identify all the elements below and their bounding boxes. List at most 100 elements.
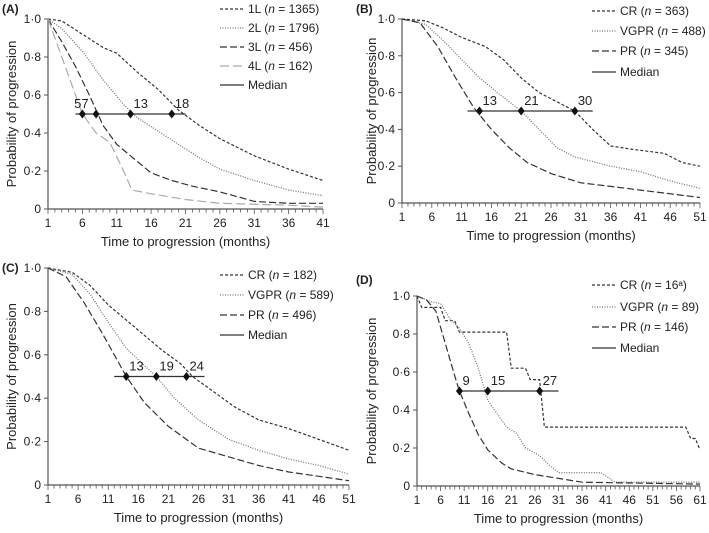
x-tick-label: 6 bbox=[79, 216, 86, 230]
legend-series-name: CR ( bbox=[620, 278, 645, 292]
median-value-label: 30 bbox=[578, 93, 592, 108]
legend-series-name: CR ( bbox=[248, 268, 273, 282]
y-tick-label: 0·2 bbox=[393, 441, 411, 455]
series-line-pr bbox=[416, 295, 701, 485]
x-tick-label: 46 bbox=[312, 492, 326, 506]
legend-n-symbol: n bbox=[272, 308, 279, 322]
x-tick-label: 21 bbox=[162, 492, 176, 506]
legend-item-median: Median bbox=[248, 328, 287, 342]
x-tick-label: 1 bbox=[399, 210, 406, 224]
legend-n-symbol: n bbox=[661, 300, 668, 314]
legend-series-name: 4L ( bbox=[248, 59, 268, 73]
legend-item: 2L (n = 1796) bbox=[248, 21, 319, 35]
x-tick-label: 16 bbox=[481, 493, 495, 507]
x-tick-label: 11 bbox=[455, 210, 468, 224]
x-tick-label: 36 bbox=[604, 210, 618, 224]
x-tick-label: 6 bbox=[428, 210, 435, 224]
x-tick-label: 1 bbox=[45, 216, 52, 230]
y-tick-label: 0·8 bbox=[24, 50, 42, 64]
series-line-3l bbox=[47, 18, 323, 204]
median-value-label: 57 bbox=[74, 96, 88, 111]
x-tick-label: 61 bbox=[693, 493, 707, 507]
legend-item: 4L (n = 162) bbox=[248, 59, 313, 73]
x-tick-label: 41 bbox=[599, 493, 613, 507]
y-tick-label: 0 bbox=[34, 478, 41, 492]
median-value-label: 13 bbox=[129, 359, 143, 374]
x-tick-label: 1 bbox=[414, 493, 421, 507]
series-line-vgpr bbox=[47, 267, 350, 475]
y-tick-label: 0·6 bbox=[393, 365, 411, 379]
x-tick-label: 41 bbox=[316, 216, 330, 230]
panel-label: (A) bbox=[2, 2, 19, 16]
legend-n-symbol: n bbox=[289, 288, 296, 302]
legend-series-name: CR ( bbox=[620, 4, 645, 18]
legend-n-symbol: n bbox=[644, 320, 651, 334]
x-tick-label: 46 bbox=[664, 210, 678, 224]
series-line-cr bbox=[401, 18, 701, 167]
legend-item: VGPR (n = 488) bbox=[620, 24, 706, 38]
median-value-label: 18 bbox=[175, 96, 189, 111]
legend-n-symbol: n bbox=[268, 40, 275, 54]
x-tick-label: 16 bbox=[485, 210, 499, 224]
x-tick-label: 51 bbox=[646, 493, 660, 507]
legend-n-value: = 182) bbox=[279, 268, 317, 282]
legend-n-value: = 456) bbox=[275, 40, 313, 54]
y-tick-label: 0·6 bbox=[378, 86, 396, 100]
legend-n-value: = 146) bbox=[651, 320, 689, 334]
legend-series-name: 3L ( bbox=[248, 40, 268, 54]
panel-c: (C)00·20·40·60·81·01 6 11 16 21 26 31 36 41 46 51T… bbox=[2, 261, 356, 525]
y-tick-label: 0·2 bbox=[378, 159, 396, 173]
x-tick-label: 26 bbox=[192, 492, 206, 506]
y-tick-label: 0·8 bbox=[393, 327, 411, 341]
median-marker bbox=[571, 106, 579, 116]
legend-n-symbol: n bbox=[268, 59, 275, 73]
y-tick-label: 0·4 bbox=[393, 403, 411, 417]
legend: CR (n = 182)VGPR (n = 589)PR (n = 496)Me… bbox=[220, 268, 334, 342]
y-tick-label: 0·8 bbox=[24, 304, 42, 318]
y-tick-label: 0·2 bbox=[24, 435, 42, 449]
x-axis-title: Time to progression (months) bbox=[101, 234, 270, 249]
y-tick-label: 0·4 bbox=[24, 126, 42, 140]
median-value-label: 27 bbox=[543, 373, 557, 388]
median-value-label: 15 bbox=[491, 373, 505, 388]
median-value-label: 13 bbox=[134, 96, 148, 111]
legend-n-symbol: n bbox=[268, 2, 275, 16]
series-line-1l bbox=[47, 18, 324, 182]
series-line-2l bbox=[47, 18, 324, 197]
legend-n-value: = 496) bbox=[279, 308, 317, 322]
x-tick-label: 6 bbox=[75, 492, 82, 506]
x-tick-label: 6 bbox=[437, 493, 444, 507]
median-marker bbox=[127, 109, 134, 119]
y-tick-label: 1·0 bbox=[393, 289, 411, 303]
legend-n-value: = 488) bbox=[668, 24, 706, 38]
legend-item: CR (n = 363) bbox=[620, 4, 689, 18]
panel-label: (C) bbox=[2, 261, 19, 275]
median-marker bbox=[122, 372, 130, 381]
x-tick-label: 16 bbox=[144, 216, 158, 230]
legend-n-value: = 16ᵃ) bbox=[651, 278, 686, 292]
median-value-label: 21 bbox=[524, 93, 538, 108]
panel-a: (A)00·20·40·60·81·01 6 11 16 21 26 31 36 41Time … bbox=[2, 2, 330, 249]
legend-n-value: = 1365) bbox=[275, 2, 319, 16]
y-tick-label: 1·0 bbox=[378, 12, 396, 26]
legend-item: 1L (n = 1365) bbox=[248, 2, 319, 16]
x-tick-label: 11 bbox=[102, 492, 115, 506]
legend-series-name: VGPR ( bbox=[248, 288, 289, 302]
x-tick-label: 36 bbox=[282, 216, 296, 230]
x-tick-label: 51 bbox=[342, 492, 356, 506]
y-tick-label: 0·6 bbox=[24, 348, 42, 362]
panel-label: (D) bbox=[356, 273, 373, 287]
x-tick-label: 11 bbox=[111, 216, 124, 230]
series-line-pr bbox=[47, 267, 350, 482]
x-tick-label: 11 bbox=[458, 493, 471, 507]
legend-series-name: VGPR ( bbox=[620, 24, 661, 38]
legend-n-symbol: n bbox=[644, 44, 651, 58]
y-tick-label: 1·0 bbox=[24, 12, 42, 26]
x-axis-title: Time to progression (months) bbox=[114, 510, 283, 525]
legend-item: CR (n = 182) bbox=[248, 268, 317, 282]
series-line-cr bbox=[416, 295, 701, 451]
x-tick-label: 31 bbox=[222, 492, 236, 506]
legend-n-symbol: n bbox=[661, 24, 668, 38]
legend-item: VGPR (n = 589) bbox=[248, 288, 334, 302]
x-tick-label: 56 bbox=[670, 493, 684, 507]
